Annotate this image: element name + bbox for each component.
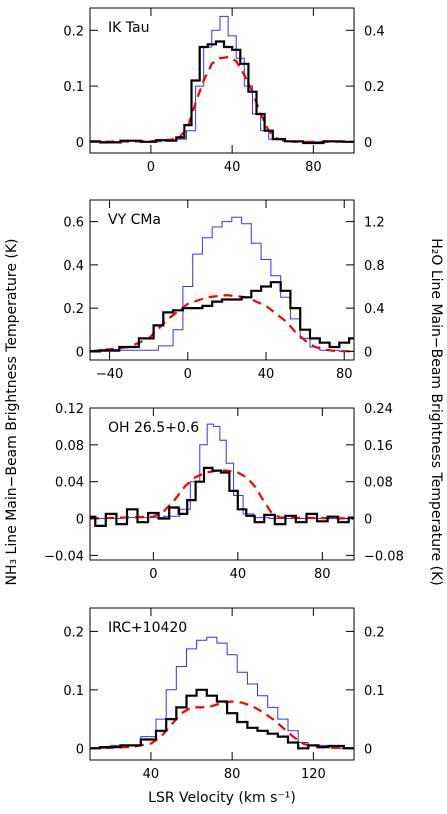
y2-tick-label: 0.16 [364, 439, 393, 454]
left-axis-label: NH₃ Line Main−Beam Brightness Temperatur… [4, 239, 20, 586]
y-tick-label: −0.04 [44, 549, 84, 564]
x-tick-label: 0 [149, 567, 157, 582]
y-tick-label: 0.12 [55, 402, 84, 417]
y-tick-label: 0.2 [63, 625, 84, 640]
y-tick-label: 0.04 [55, 476, 84, 491]
x-tick-label: 0 [184, 367, 192, 382]
y2-tick-label: 0.2 [364, 625, 385, 640]
y2-tick-label: −0.08 [364, 549, 404, 564]
y2-tick-label: 0.24 [364, 402, 393, 417]
series-nh3 [90, 40, 354, 145]
series-model [90, 293, 354, 353]
y2-tick-label: 0.4 [364, 302, 385, 317]
panel-3: 0 40 80 −0.04 0 0.04 0.08 0.12 −0.08 0 0.08 0.16 0.2… [44, 402, 404, 582]
panel-title: IRC+10420 [108, 620, 187, 636]
series-model [90, 55, 354, 143]
y-tick-label: 0 [76, 136, 84, 151]
y2-tick-label: 0 [364, 513, 372, 528]
y2-tick-label: 0 [364, 345, 372, 360]
x-tick-label: 80 [224, 767, 241, 782]
x-tick-label: 40 [224, 160, 241, 175]
plot-frame [89, 607, 355, 761]
panel-1: 0 40 80 0 0.1 0.2 0 0.2 0.4 IK Tau [63, 7, 385, 175]
y2-tick-label: 0.2 [364, 80, 385, 95]
y-tick-label: 0.08 [55, 439, 84, 454]
series-nh3 [90, 688, 354, 750]
y2-tick-label: 0.4 [364, 24, 385, 39]
y2-tick-label: 0.1 [364, 684, 385, 699]
panel-title: VY CMa [108, 212, 161, 228]
x-tick-label: 40 [143, 767, 160, 782]
y-tick-label: 0.4 [63, 259, 84, 274]
series-nh3 [90, 466, 354, 527]
y-tick-label: 0.1 [63, 80, 84, 95]
x-tick-label: 40 [258, 367, 275, 382]
y2-tick-label: 1.2 [364, 216, 385, 231]
panel-2: −40 0 40 80 0 0.2 0.4 0.6 0 0.4 0.8 1.2 VY CMa [63, 199, 385, 382]
plot-frame [89, 7, 355, 154]
y-tick-label: 0.2 [63, 302, 84, 317]
panel-title: OH 26.5+0.6 [108, 420, 199, 436]
x-tick-label: 120 [301, 767, 326, 782]
x-tick-label: −40 [96, 367, 123, 382]
y2-tick-label: 0.8 [364, 259, 385, 274]
plot-frame [89, 407, 355, 561]
y-tick-label: 0.6 [63, 216, 84, 231]
series-model [90, 469, 354, 520]
y2-tick-label: 0.08 [364, 476, 393, 491]
x-tick-label: 80 [305, 160, 322, 175]
series-h2o [90, 216, 354, 352]
series-nh3 [90, 281, 354, 353]
y-tick-label: 0 [76, 742, 84, 757]
y-tick-label: 0 [76, 345, 84, 360]
series-h2o [90, 636, 354, 749]
y2-tick-label: 0 [364, 136, 372, 151]
plot-frame [89, 199, 355, 361]
y2-tick-label: 0 [364, 742, 372, 757]
series-model [90, 700, 354, 750]
x-tick-label: 80 [336, 367, 353, 382]
y-tick-label: 0.2 [63, 24, 84, 39]
panels: 0 40 80 0 0.1 0.2 0 0.2 0.4 IK Tau −40 0 40 80 0 0.2 0.4… [44, 7, 404, 782]
y-tick-label: 0 [76, 513, 84, 528]
x-axis-label: LSR Velocity (km s⁻¹) [148, 790, 296, 806]
panel-title: IK Tau [108, 20, 149, 36]
x-tick-label: 40 [230, 567, 247, 582]
y-tick-label: 0.1 [63, 684, 84, 699]
right-axis-label: H₂O Line Main−Beam Brightness Temperatur… [428, 238, 444, 586]
x-tick-label: 0 [147, 160, 155, 175]
panel-4: 40 80 120 0 0.1 0.2 0 0.1 0.2 IRC+10420 [63, 607, 385, 782]
x-tick-label: 80 [314, 567, 331, 582]
